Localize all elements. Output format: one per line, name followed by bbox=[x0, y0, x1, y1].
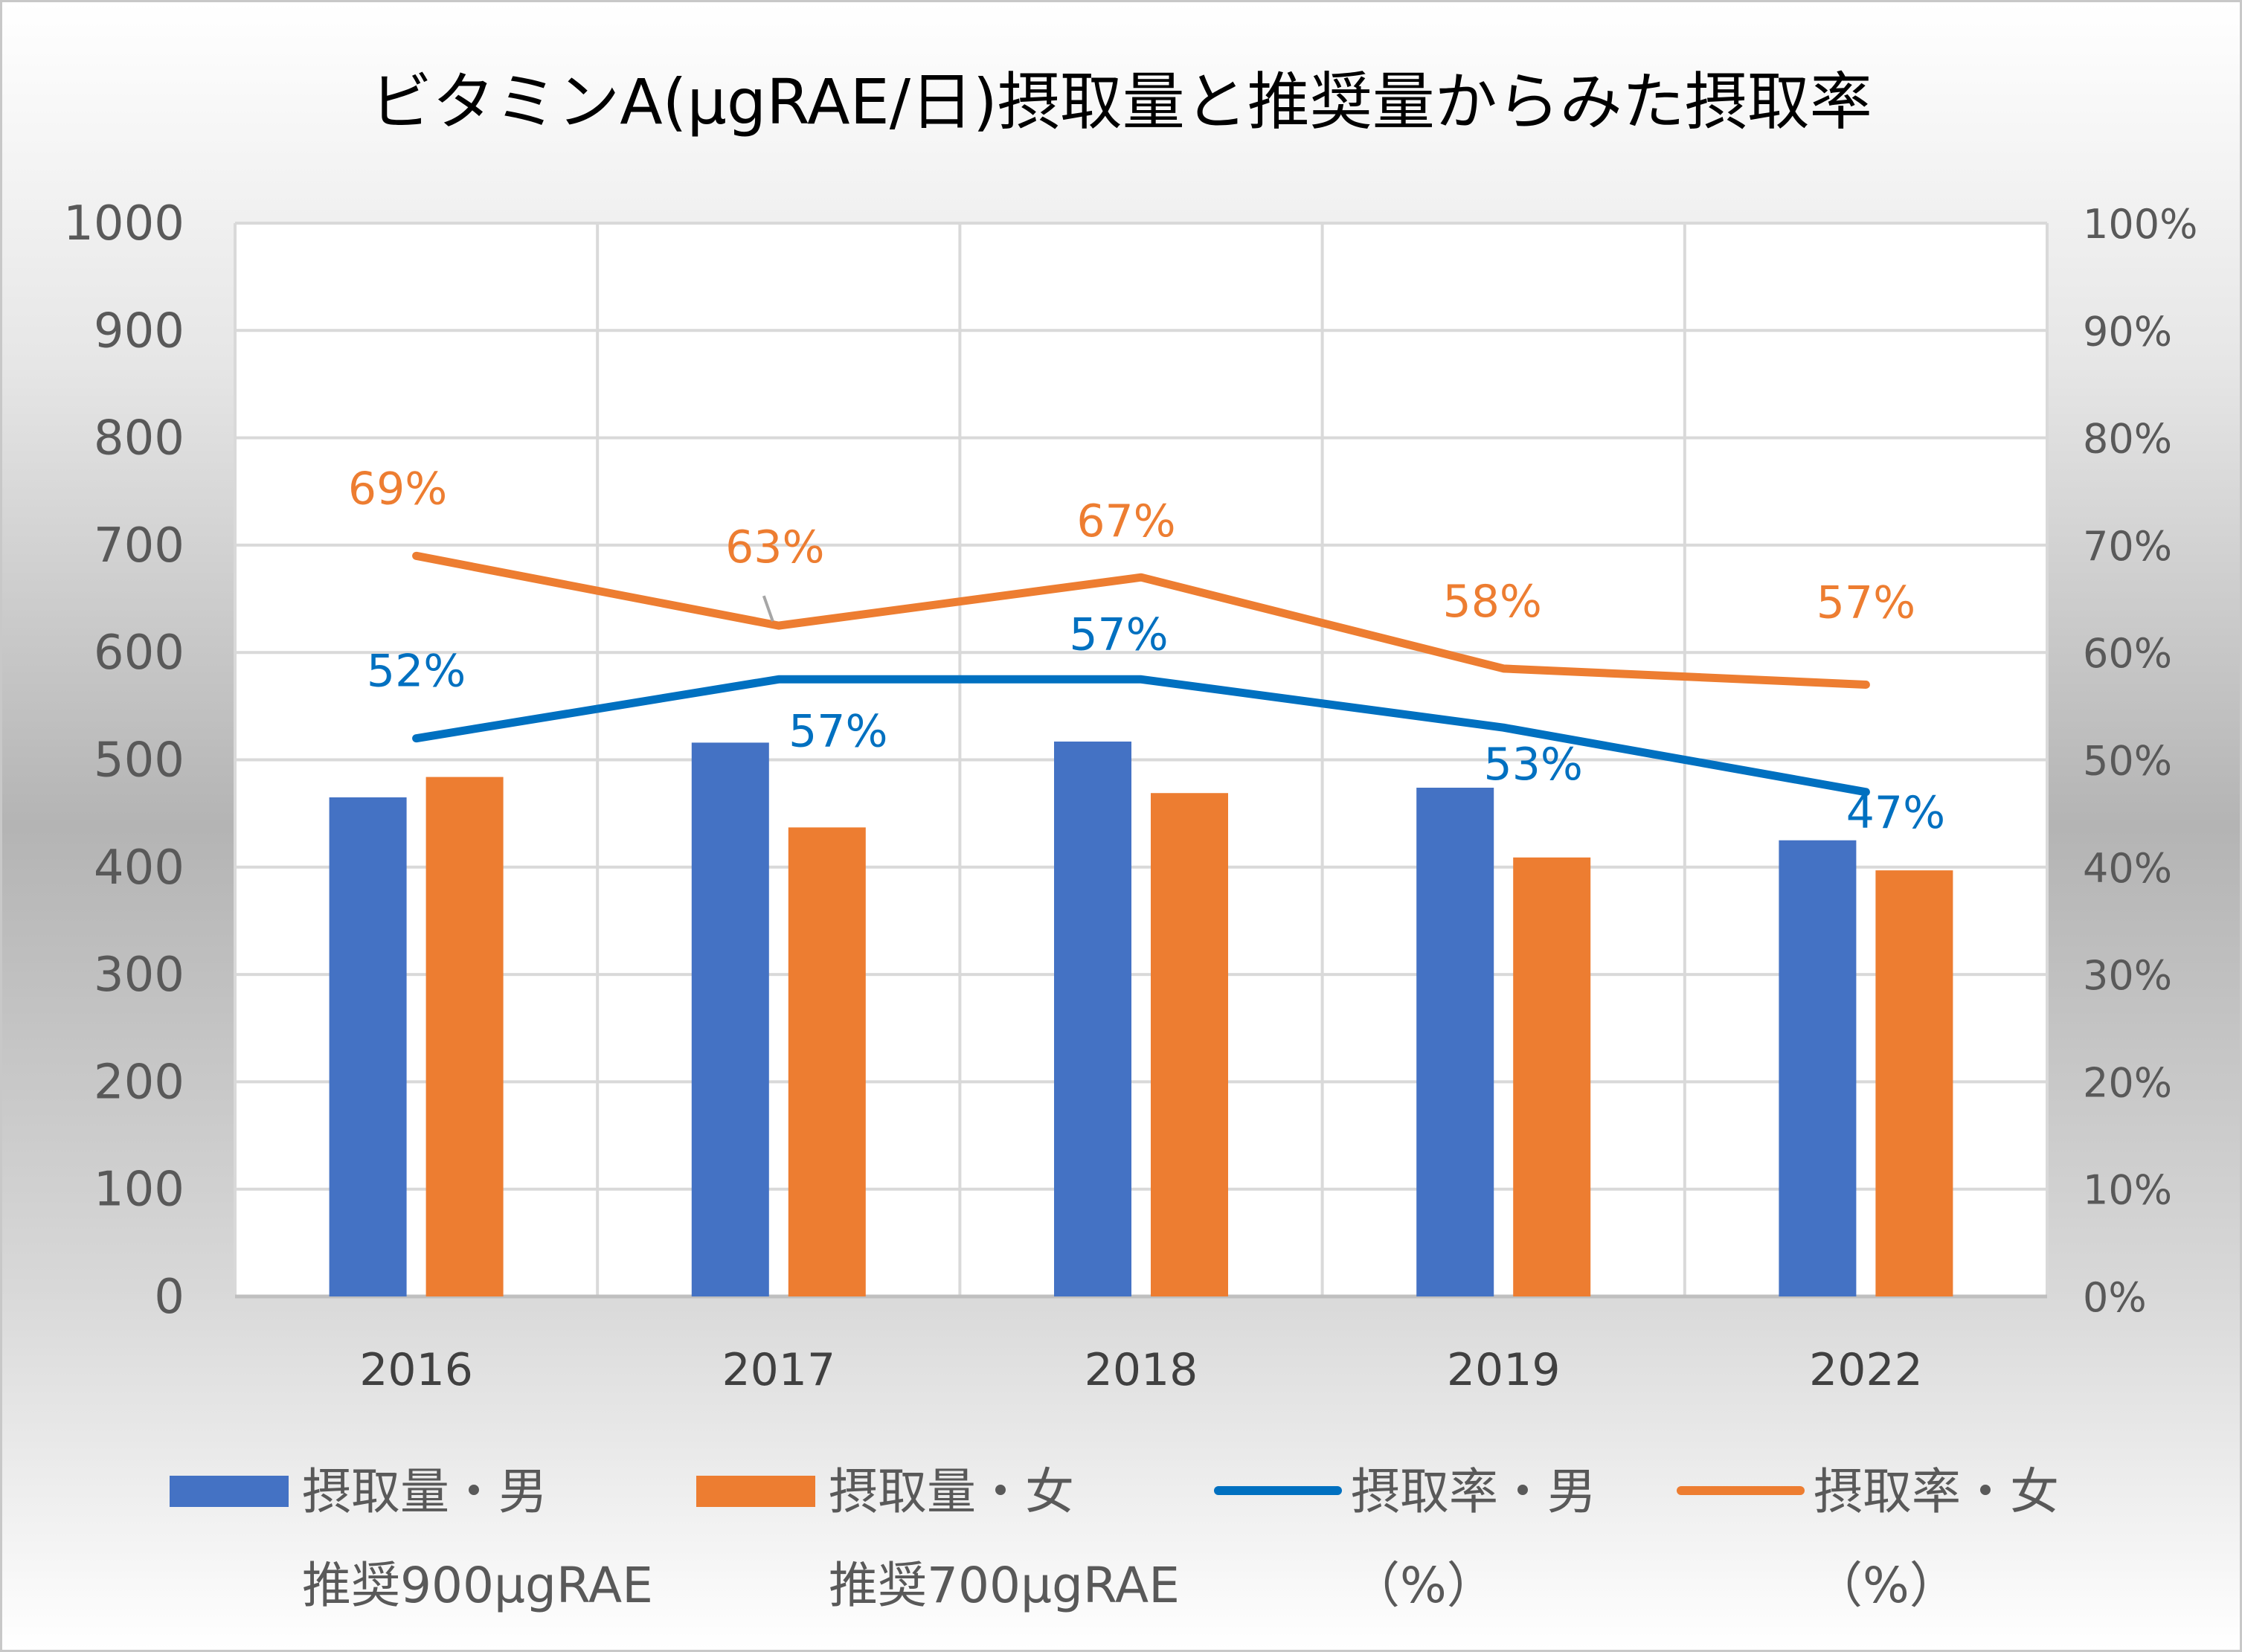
line-摂取率・女 bbox=[412, 551, 1870, 689]
bar-摂取量・女 bbox=[1151, 793, 1228, 1296]
y-left-tick-label: 800 bbox=[94, 411, 184, 466]
y-left-tick-label: 900 bbox=[94, 303, 184, 359]
legend-label: 摂取率・男 bbox=[1351, 1463, 1596, 1520]
bar-摂取量・男 bbox=[1779, 840, 1857, 1296]
bar-摂取量・女 bbox=[1875, 870, 1953, 1296]
data-label: 57% bbox=[1817, 576, 1915, 629]
data-label: 57% bbox=[788, 705, 887, 757]
x-tick-label: 2022 bbox=[1809, 1344, 1923, 1396]
y-left-tick-label: 300 bbox=[94, 948, 184, 1003]
y-left-tick-label: 500 bbox=[94, 733, 184, 788]
data-label: 53% bbox=[1484, 739, 1583, 791]
bar-摂取量・男 bbox=[1416, 788, 1494, 1296]
y-left-tick-label: 0 bbox=[154, 1270, 184, 1325]
bar-摂取量・男 bbox=[691, 742, 769, 1296]
y-right-tick-label: 0% bbox=[2083, 1274, 2147, 1321]
line-摂取率・男 bbox=[412, 675, 1870, 797]
data-label: 57% bbox=[1069, 608, 1168, 661]
y-right-tick-label: 30% bbox=[2083, 952, 2172, 999]
x-tick-label: 2016 bbox=[359, 1344, 473, 1396]
bar-摂取量・女 bbox=[788, 827, 866, 1296]
data-label: 47% bbox=[1846, 787, 1945, 839]
bar-摂取量・女 bbox=[425, 777, 504, 1296]
y-left-tick-label: 700 bbox=[94, 518, 184, 573]
x-tick-label: 2018 bbox=[1085, 1344, 1198, 1396]
legend-sublabel: 推奨700μgRAE bbox=[829, 1557, 1180, 1614]
data-label: 63% bbox=[725, 521, 824, 573]
data-label: 58% bbox=[1443, 576, 1542, 628]
y-right-tick-label: 40% bbox=[2083, 845, 2172, 892]
legend-sublabel: 推奨900μgRAE bbox=[302, 1557, 653, 1614]
y-left-tick-label: 100 bbox=[94, 1163, 184, 1218]
legend-label: 摂取量・女 bbox=[829, 1463, 1074, 1520]
chart-title: ビタミンA(μgRAE/日)摂取量と推奨量からみた摂取率 bbox=[370, 65, 1872, 138]
x-tick-label: 2017 bbox=[722, 1344, 835, 1396]
leader-line bbox=[762, 595, 774, 622]
bar-摂取量・女 bbox=[1513, 857, 1591, 1296]
bar-摂取量・男 bbox=[329, 797, 407, 1296]
legend-label: 摂取率・女 bbox=[1814, 1463, 2059, 1520]
x-tick-label: 2019 bbox=[1447, 1344, 1561, 1396]
legend-swatch-摂取量・女 bbox=[696, 1476, 815, 1507]
data-label: 69% bbox=[348, 463, 447, 515]
legend-swatch-摂取量・男 bbox=[170, 1476, 289, 1507]
legend-label: 摂取量・男 bbox=[302, 1463, 547, 1520]
y-left-tick-label: 1000 bbox=[63, 196, 184, 251]
y-right-tick-label: 10% bbox=[2083, 1167, 2172, 1214]
y-right-tick-label: 100% bbox=[2083, 201, 2197, 248]
y-right-tick-label: 90% bbox=[2083, 308, 2172, 355]
y-left-tick-label: 600 bbox=[94, 626, 184, 681]
data-label: 52% bbox=[367, 646, 466, 698]
bar-摂取量・男 bbox=[1054, 741, 1131, 1296]
legend-sublabel: （%） bbox=[1814, 1557, 1959, 1614]
y-left-tick-label: 200 bbox=[94, 1055, 184, 1110]
legend-sublabel: （%） bbox=[1351, 1557, 1496, 1614]
data-label: 67% bbox=[1076, 495, 1175, 547]
y-right-tick-label: 60% bbox=[2083, 630, 2172, 677]
y-right-tick-label: 80% bbox=[2083, 416, 2172, 463]
y-left-tick-label: 400 bbox=[94, 841, 184, 896]
y-right-tick-label: 50% bbox=[2083, 738, 2172, 785]
y-right-tick-label: 20% bbox=[2083, 1059, 2172, 1106]
y-right-tick-label: 70% bbox=[2083, 523, 2172, 570]
